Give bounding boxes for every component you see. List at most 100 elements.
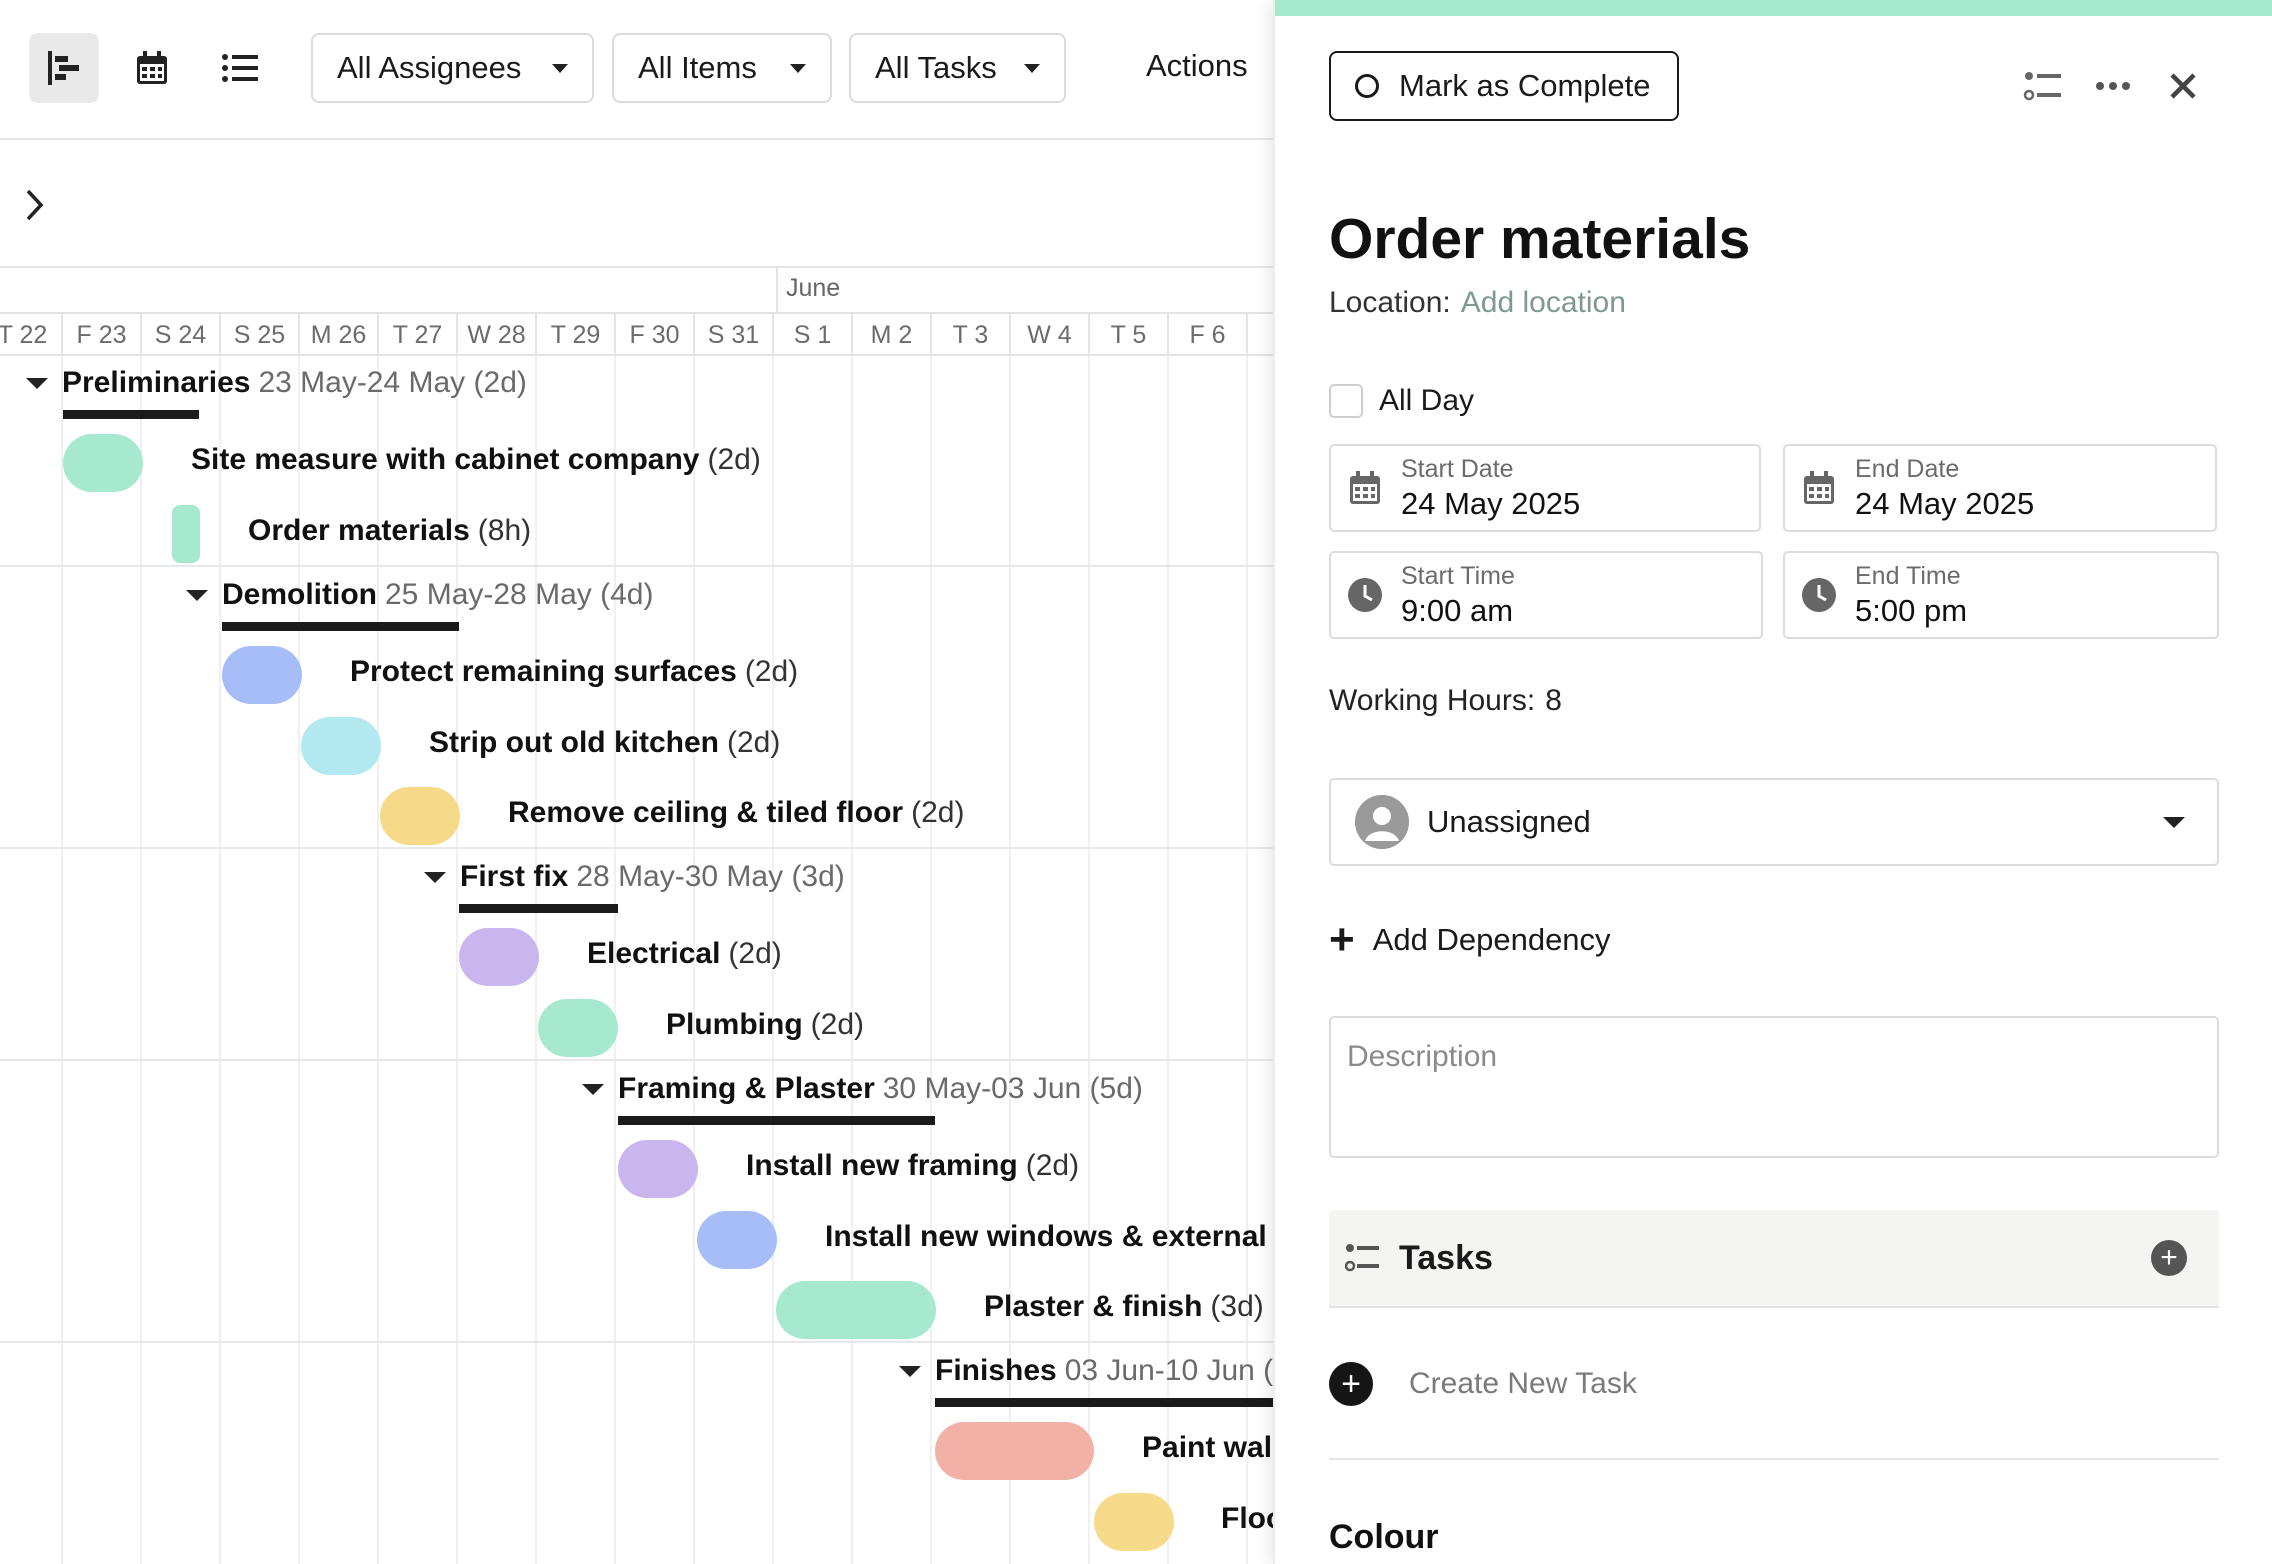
day-gridline	[377, 356, 379, 1564]
task-bar[interactable]	[380, 787, 460, 845]
task-bar-selected[interactable]	[172, 505, 200, 563]
day-gridline	[930, 356, 932, 1564]
task-label[interactable]: Plumbing (2d)	[666, 1008, 865, 1041]
collapse-triangle-icon[interactable]	[899, 1365, 921, 1377]
start-time-value: 9:00 am	[1401, 592, 1514, 628]
end-time-field[interactable]: End Time 5:00 pm	[1783, 551, 2219, 639]
add-task-icon[interactable]: +	[2151, 1240, 2187, 1276]
group-dates: 28 May-30 May (3d)	[576, 860, 845, 893]
day-header-cell: F 6	[1169, 314, 1248, 356]
ellipsis-icon	[2096, 82, 2130, 90]
gantt-toolbar: All Assignees All Items All Tasks Action…	[0, 0, 1273, 140]
start-time-field[interactable]: Start Time 9:00 am	[1329, 551, 1763, 639]
items-filter-label: All Items	[638, 50, 757, 85]
all-day-row[interactable]: All Day	[1329, 384, 1474, 418]
collapse-triangle-icon[interactable]	[26, 377, 48, 389]
task-label[interactable]: Order materials (8h)	[248, 514, 532, 547]
collapse-triangle-icon[interactable]	[424, 871, 446, 883]
row-separator	[0, 1341, 1273, 1343]
chevron-down-icon	[1024, 63, 1040, 73]
task-bar[interactable]	[935, 1422, 1094, 1480]
task-label[interactable]: Strip out old kitchen (2d)	[429, 726, 781, 759]
task-label[interactable]: Remove ceiling & tiled floor (2d)	[508, 796, 965, 829]
group-preliminaries[interactable]: Preliminaries 23 May-24 May (2d)	[26, 366, 527, 400]
assignees-filter-dropdown[interactable]: All Assignees	[311, 33, 594, 103]
task-label[interactable]: Protect remaining surfaces (2d)	[350, 655, 799, 688]
task-label[interactable]: Site measure with cabinet company (2d)	[191, 443, 761, 476]
month-label: June	[786, 274, 841, 302]
all-day-checkbox[interactable]	[1329, 384, 1363, 418]
start-date-field[interactable]: Start Date 24 May 2025	[1329, 444, 1761, 532]
group-demolition[interactable]: Demolition 25 May-28 May (4d)	[186, 578, 653, 612]
checklist-button[interactable]	[2019, 62, 2067, 110]
group-first-fix[interactable]: First fix 28 May-30 May (3d)	[424, 860, 845, 894]
add-location-link[interactable]: Add location	[1460, 286, 1626, 319]
actions-button[interactable]: Actions	[1146, 48, 1248, 83]
task-label[interactable]: Floo	[1221, 1502, 1273, 1535]
collapse-triangle-icon[interactable]	[186, 589, 208, 601]
assignee-dropdown[interactable]: Unassigned	[1329, 778, 2219, 866]
task-bar[interactable]	[618, 1140, 698, 1198]
plus-icon: +	[1329, 915, 1355, 964]
items-filter-dropdown[interactable]: All Items	[612, 33, 832, 103]
month-separator	[776, 268, 778, 312]
group-summary-bar	[618, 1116, 935, 1125]
gantt-view-button[interactable]	[29, 33, 99, 103]
collapse-triangle-icon[interactable]	[582, 1083, 604, 1095]
group-dates: 25 May-28 May (4d)	[385, 578, 654, 611]
group-framing-plaster[interactable]: Framing & Plaster 30 May-03 Jun (5d)	[582, 1072, 1143, 1106]
group-summary-bar	[459, 904, 618, 913]
assignee-value: Unassigned	[1427, 804, 1591, 839]
day-header-cell: S 1	[774, 314, 853, 356]
task-bar[interactable]	[63, 434, 143, 492]
close-button[interactable]	[2159, 62, 2207, 110]
task-bar[interactable]	[1094, 1493, 1174, 1551]
location-label: Location:	[1329, 286, 1451, 319]
end-date-label: End Date	[1855, 454, 1960, 483]
circle-icon	[1355, 74, 1379, 98]
day-header-cell: T 22	[0, 314, 63, 356]
start-date-label: Start Date	[1401, 454, 1514, 483]
chevron-right-icon[interactable]	[24, 188, 46, 222]
more-options-button[interactable]	[2089, 62, 2137, 110]
task-bar[interactable]	[459, 928, 539, 986]
group-summary-bar	[935, 1398, 1273, 1407]
task-bar[interactable]	[776, 1281, 936, 1339]
clock-icon	[1801, 577, 1837, 613]
task-bar[interactable]	[301, 717, 381, 775]
working-hours-value[interactable]: 8	[1545, 684, 1562, 717]
day-header-cell: M 26	[300, 314, 379, 356]
group-name: First fix	[460, 860, 569, 893]
colour-section-title: Colour	[1329, 1518, 1439, 1556]
mark-complete-button[interactable]: Mark as Complete	[1329, 51, 1679, 121]
day-header-cell: W 28	[458, 314, 537, 356]
task-label[interactable]: Install new framing (2d)	[746, 1149, 1080, 1182]
day-header: T 22 F 23 S 24 S 25 M 26 T 27 W 28 T 29 F 30 S 31…	[0, 312, 1273, 356]
group-name: Demolition	[222, 578, 377, 611]
task-label[interactable]: Paint wall	[1142, 1431, 1273, 1464]
task-bar[interactable]	[697, 1211, 777, 1269]
task-label[interactable]: Plaster & finish (3d)	[984, 1290, 1264, 1323]
day-gridline	[1009, 356, 1011, 1564]
group-finishes[interactable]: Finishes 03 Jun-10 Jun (	[899, 1354, 1273, 1388]
list-view-button[interactable]	[205, 33, 275, 103]
task-label[interactable]: Electrical (2d)	[587, 937, 782, 970]
day-header-cell: T 5	[1090, 314, 1169, 356]
day-header-cell: S 25	[221, 314, 300, 356]
group-dates: 23 May-24 May (2d)	[258, 366, 527, 399]
create-new-task-button[interactable]: + Create New Task	[1329, 1362, 1637, 1406]
day-header-cell: F 30	[616, 314, 695, 356]
task-bar[interactable]	[538, 999, 618, 1057]
clock-icon	[1347, 577, 1383, 613]
end-date-field[interactable]: End Date 24 May 2025	[1783, 444, 2217, 532]
add-dependency-button[interactable]: + Add Dependency	[1329, 915, 1611, 964]
tasks-filter-dropdown[interactable]: All Tasks	[849, 33, 1066, 103]
task-bar[interactable]	[222, 646, 302, 704]
task-title[interactable]: Order materials	[1329, 207, 1751, 271]
day-gridline	[61, 356, 63, 1564]
chevron-down-icon	[2163, 816, 2185, 828]
avatar-icon	[1355, 795, 1409, 849]
description-field[interactable]: Description	[1329, 1016, 2219, 1158]
calendar-view-button[interactable]	[117, 33, 187, 103]
task-label[interactable]: Install new windows & external c	[825, 1220, 1273, 1253]
